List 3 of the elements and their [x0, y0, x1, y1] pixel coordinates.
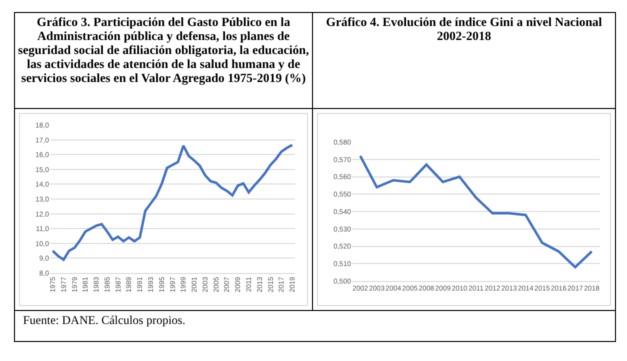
source-note: Fuente: DANE. Cálculos propios.: [22, 312, 186, 329]
chart-title: Gráfico 4. Evolución de índice Gini a nivel Nacional 2002-2018: [313, 13, 615, 109]
chart-title: Gráfico 3. Participación del Gasto Público en la Administración pública y defensa, los planes de seguridad social de afiliación obligatoria, la educación, las actividades de atención de la salud humana y de servicios sociales en el Valor Agregado 1975-2019 (%): [15, 13, 313, 109]
